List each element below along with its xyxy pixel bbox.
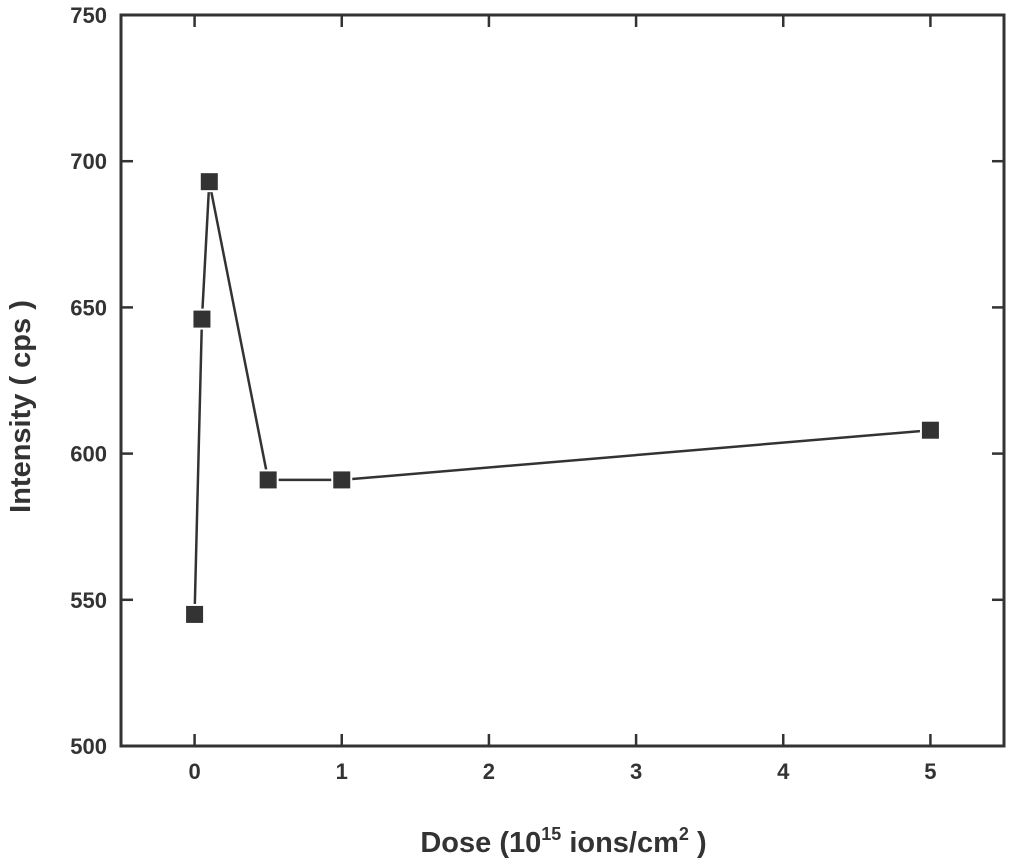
y-tick-label: 750 [70, 3, 107, 28]
x-tick-labels: 0 1 2 3 4 5 [188, 759, 936, 784]
x-tick-label: 1 [336, 759, 348, 784]
y-axis-title: Intensity ( cps ) [5, 300, 37, 513]
y-tick-label: 550 [70, 588, 107, 613]
x-tick-label: 0 [188, 759, 200, 784]
data-point-marker [331, 469, 353, 491]
plot-frame [119, 13, 1006, 748]
data-point-marker [198, 171, 220, 193]
data-point-marker [257, 469, 279, 491]
x-axis-title-sup: 15 [541, 824, 561, 844]
series-layer [184, 171, 941, 625]
data-point-marker [184, 603, 206, 625]
series-line [193, 181, 931, 615]
x-tick-label: 5 [924, 759, 936, 784]
x-tick-label: 2 [483, 759, 495, 784]
y-tick-label: 650 [70, 295, 107, 320]
x-axis-title-part: ) [689, 827, 707, 859]
y-tick-label: 500 [70, 734, 107, 759]
y-tick-label: 700 [70, 149, 107, 174]
data-point-marker [191, 308, 213, 330]
x-axis-title-part: Dose (10 [420, 827, 541, 859]
data-point-marker [919, 419, 941, 441]
x-tick-label: 4 [777, 759, 790, 784]
x-axis-title-part: ions/cm [561, 827, 679, 859]
y-tick-labels: 500 550 600 650 700 750 [70, 3, 107, 759]
x-axis-title: Dose (1015 ions/cm2 ) [420, 824, 706, 859]
x-axis-title-sup: 2 [679, 824, 689, 844]
y-tick-label: 600 [70, 442, 107, 467]
axis-ticks [121, 13, 1004, 748]
x-tick-label: 3 [630, 759, 642, 784]
